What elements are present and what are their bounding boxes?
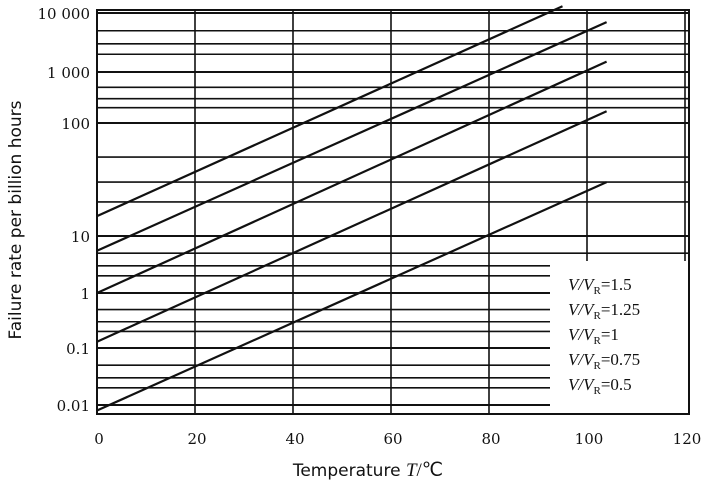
plot-border xyxy=(96,9,690,415)
x-axis-label-unit: /℃ xyxy=(417,460,444,481)
x-tick-labels: 0 20 40 60 80 100 120 xyxy=(94,430,701,448)
y-tick-label: 0.01 xyxy=(57,397,90,415)
x-tick-label: 0 xyxy=(94,430,104,448)
x-tick-label: 40 xyxy=(285,430,304,448)
x-axis-label: Temperature T/℃ xyxy=(292,460,443,481)
y-axis-label: Failure rate per billion hours xyxy=(6,100,26,339)
series-line-1_5 xyxy=(96,5,563,218)
y-tick-label: 1 000 xyxy=(47,64,90,82)
series-line-0_75 xyxy=(96,110,608,343)
x-axis-label-var: T xyxy=(406,460,418,481)
x-tick-label: 60 xyxy=(383,430,402,448)
series-line-0_5 xyxy=(96,181,608,412)
y-tick-label: 10 xyxy=(71,228,90,246)
y-tick-label: 1 xyxy=(80,285,90,303)
series-lines xyxy=(96,5,608,412)
legend-item: V/VR=1 xyxy=(568,325,619,347)
y-tick-label: 0.1 xyxy=(66,340,90,358)
legend-item: V/VR=1.25 xyxy=(568,300,640,322)
x-tick-label: 20 xyxy=(187,430,206,448)
legend-item: V/VR=0.5 xyxy=(568,375,632,397)
x-tick-label: 120 xyxy=(673,430,702,448)
y-tick-labels: 0.01 0.1 1 10 100 1 000 10 000 xyxy=(38,5,91,415)
series-line-1 xyxy=(96,60,608,295)
legend-item: V/VR=0.75 xyxy=(568,350,640,372)
x-tick-label: 80 xyxy=(481,430,500,448)
grid xyxy=(96,10,689,414)
y-tick-label: 100 xyxy=(61,115,90,133)
x-tick-label: 100 xyxy=(575,430,604,448)
series-line-1_25 xyxy=(96,21,608,252)
legend-box xyxy=(550,261,688,413)
x-axis-label-text: Temperature xyxy=(292,461,401,481)
y-tick-label: 10 000 xyxy=(38,5,91,23)
legend: V/VR=1.5 V/VR=1.25 V/VR=1 V/VR=0.75 V/VR=0.5 xyxy=(568,275,640,397)
legend-item: V/VR=1.5 xyxy=(568,275,632,297)
